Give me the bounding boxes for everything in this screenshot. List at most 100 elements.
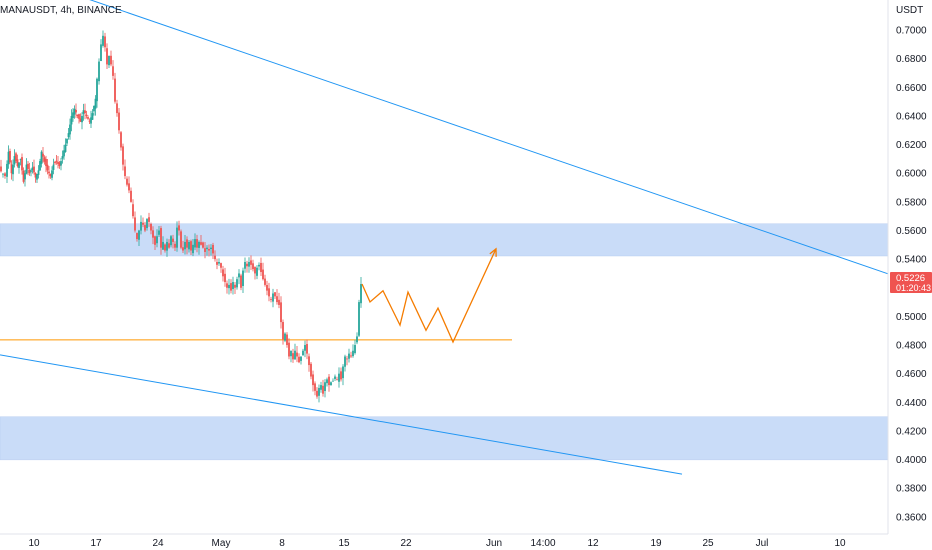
candle xyxy=(0,159,2,173)
candle-body xyxy=(45,158,47,167)
candle-body xyxy=(256,267,258,276)
candle-body xyxy=(220,263,222,268)
time-tick-label: 12 xyxy=(587,538,599,549)
candle-body xyxy=(108,55,110,66)
candle-body xyxy=(55,160,58,162)
candle-body xyxy=(134,217,136,231)
price-tick-label: 0.3800 xyxy=(896,484,927,495)
candle xyxy=(134,211,136,233)
candle-body xyxy=(162,241,164,250)
candle xyxy=(340,367,342,382)
candle-body xyxy=(194,239,196,248)
candle-body xyxy=(2,173,4,175)
candle xyxy=(81,112,83,130)
candle-body xyxy=(88,120,91,122)
candle-body xyxy=(340,371,342,380)
candle-body xyxy=(216,261,218,265)
candle xyxy=(178,220,180,236)
candle xyxy=(212,242,214,259)
candle-body xyxy=(350,355,352,357)
time-scale-ticks: 10 17 24 May 8 15 22 Jun 14:00 12 19 25 Jul 10 xyxy=(28,538,846,549)
price-scale-background[interactable] xyxy=(888,0,932,534)
candle xyxy=(22,167,25,184)
time-tick-label: 14:00 xyxy=(530,538,555,549)
candle xyxy=(66,138,68,147)
candle xyxy=(164,243,166,253)
candle-body xyxy=(182,247,184,251)
candle-body xyxy=(9,151,11,163)
candle xyxy=(308,353,310,372)
candle xyxy=(232,276,234,295)
candle-body xyxy=(60,161,62,166)
candle-body xyxy=(208,249,210,251)
candle-body xyxy=(48,171,50,174)
price-tick-label: 0.6600 xyxy=(896,83,927,94)
candle-body xyxy=(358,302,360,336)
time-scale-background[interactable] xyxy=(0,534,932,550)
candle-body xyxy=(196,239,198,248)
candle-body xyxy=(28,169,31,174)
candle xyxy=(72,108,74,122)
candle-body xyxy=(39,161,41,171)
candle-body xyxy=(294,350,296,360)
candle-body xyxy=(54,161,56,164)
candle xyxy=(4,172,6,179)
candle xyxy=(52,158,55,175)
candle xyxy=(98,58,100,85)
candle-body xyxy=(226,283,228,288)
candle xyxy=(176,221,178,252)
candle xyxy=(126,176,128,187)
time-tick-label: 15 xyxy=(338,538,350,549)
candle xyxy=(186,236,188,255)
candle-body xyxy=(266,285,268,291)
candle xyxy=(154,235,156,251)
candle xyxy=(272,288,274,308)
price-tick-label: 0.6000 xyxy=(896,169,927,180)
candle xyxy=(102,30,104,48)
candle-body xyxy=(360,284,362,304)
candle-body xyxy=(306,344,308,354)
price-tick-label: 0.3600 xyxy=(896,512,927,523)
candle xyxy=(266,280,268,296)
candle-body xyxy=(128,183,130,191)
candle-body xyxy=(260,262,262,273)
candle xyxy=(344,354,346,372)
candle-body xyxy=(112,66,114,76)
candle-body xyxy=(246,263,248,267)
candle xyxy=(224,267,226,287)
candle-body xyxy=(262,269,264,280)
candle xyxy=(218,258,220,266)
candle-body xyxy=(51,170,53,178)
candle-body xyxy=(180,231,182,248)
candle-body xyxy=(69,124,71,135)
candle xyxy=(350,351,352,359)
candle xyxy=(87,115,89,121)
candle xyxy=(302,348,304,357)
candle-body xyxy=(73,108,76,115)
price-tick-label: 0.5800 xyxy=(896,197,927,208)
time-tick-label: 8 xyxy=(279,538,285,549)
resistance-zone xyxy=(0,223,889,257)
candle-body xyxy=(288,342,290,357)
candle-body xyxy=(33,166,35,173)
candle xyxy=(136,232,138,242)
candle xyxy=(130,187,132,203)
candle xyxy=(49,173,52,179)
candle-body xyxy=(46,164,49,171)
candle xyxy=(330,381,332,386)
candle xyxy=(10,160,13,180)
candle-body xyxy=(204,248,206,252)
price-tick-label: 0.4800 xyxy=(896,341,927,352)
candle-body xyxy=(240,275,242,288)
candle-body xyxy=(244,261,246,269)
price-tick-label: 0.5000 xyxy=(896,312,927,323)
candle-body xyxy=(290,350,292,357)
candle xyxy=(348,348,350,363)
candle-body xyxy=(116,103,118,114)
upper-trendline xyxy=(89,0,932,290)
candle xyxy=(274,291,276,300)
candle-body xyxy=(318,387,320,396)
candle-body xyxy=(158,230,160,235)
